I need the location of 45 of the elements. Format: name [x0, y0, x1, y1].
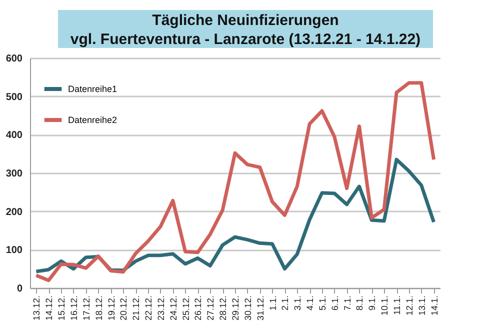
x-tick-label: 31.12. [255, 296, 266, 321]
y-tick-label: 500 [6, 92, 23, 103]
y-tick-label: 100 [6, 245, 23, 256]
x-tick-label: 4.1. [305, 296, 316, 311]
x-tick-label: 28.12. [218, 296, 228, 321]
x-tick-label: 7.1. [342, 296, 352, 311]
y-tick-label: 200 [6, 206, 23, 218]
x-tick-label: 16.12. [68, 296, 79, 321]
x-tick-label: 25.12. [180, 296, 191, 321]
x-tick-label: 1.1. [268, 296, 278, 311]
x-tick-label: 2.1. [280, 296, 290, 311]
x-tick-label: 14.12. [44, 296, 54, 321]
x-tick-label: 11.1. [392, 296, 402, 315]
x-tick-label: 26.12. [193, 296, 204, 321]
x-tick-label: 18.12. [94, 296, 104, 321]
line-series [34, 158, 436, 274]
x-tick-label: 21.12. [131, 296, 142, 321]
x-tick-label: 19.12. [106, 296, 116, 321]
x-tick-label: 8.1. [354, 296, 365, 311]
y-tick-label: 300 [6, 168, 23, 180]
x-tick-label: 9.1. [367, 296, 378, 311]
x-tick-label: 22.12. [144, 296, 154, 321]
x-tick-label: 17.12. [81, 296, 92, 321]
chart-title: Tägliche Neuinfizierungen vgl. Fuerteventura - Lanzarote (13.12.21 - 14.1.22) [58, 10, 433, 50]
x-tick-label: 12.1. [404, 296, 414, 316]
x-tick-label: 30.12. [242, 296, 253, 321]
x-tick-label: 20.12. [118, 296, 129, 321]
x-tick-label: 3.1. [292, 296, 303, 311]
x-tick-label: 29.12. [230, 296, 240, 321]
x-tick-label: 23.12. [156, 296, 166, 321]
y-tick-label: 0 [16, 284, 23, 294]
x-tick-label: 24.12. [168, 296, 178, 321]
y-tick-label: 600 [6, 54, 23, 64]
line-series [34, 81, 436, 282]
legend-label: Datenreihe1 [68, 84, 118, 94]
x-tick-label: 13.1. [416, 296, 427, 316]
x-tick-label: 15.12. [56, 296, 67, 321]
y-tick-label: 400 [6, 130, 23, 142]
x-tick-label: 27.12. [206, 296, 216, 321]
x-tick-label: 5.1. [317, 296, 328, 311]
x-tick-label: 10.1. [380, 296, 390, 316]
legend-label: Datenreihe2 [68, 115, 118, 125]
x-tick-label: 13.12. [32, 296, 42, 321]
x-tick-label: 6.1. [330, 296, 340, 311]
x-tick-label: 14.1. [429, 296, 440, 316]
